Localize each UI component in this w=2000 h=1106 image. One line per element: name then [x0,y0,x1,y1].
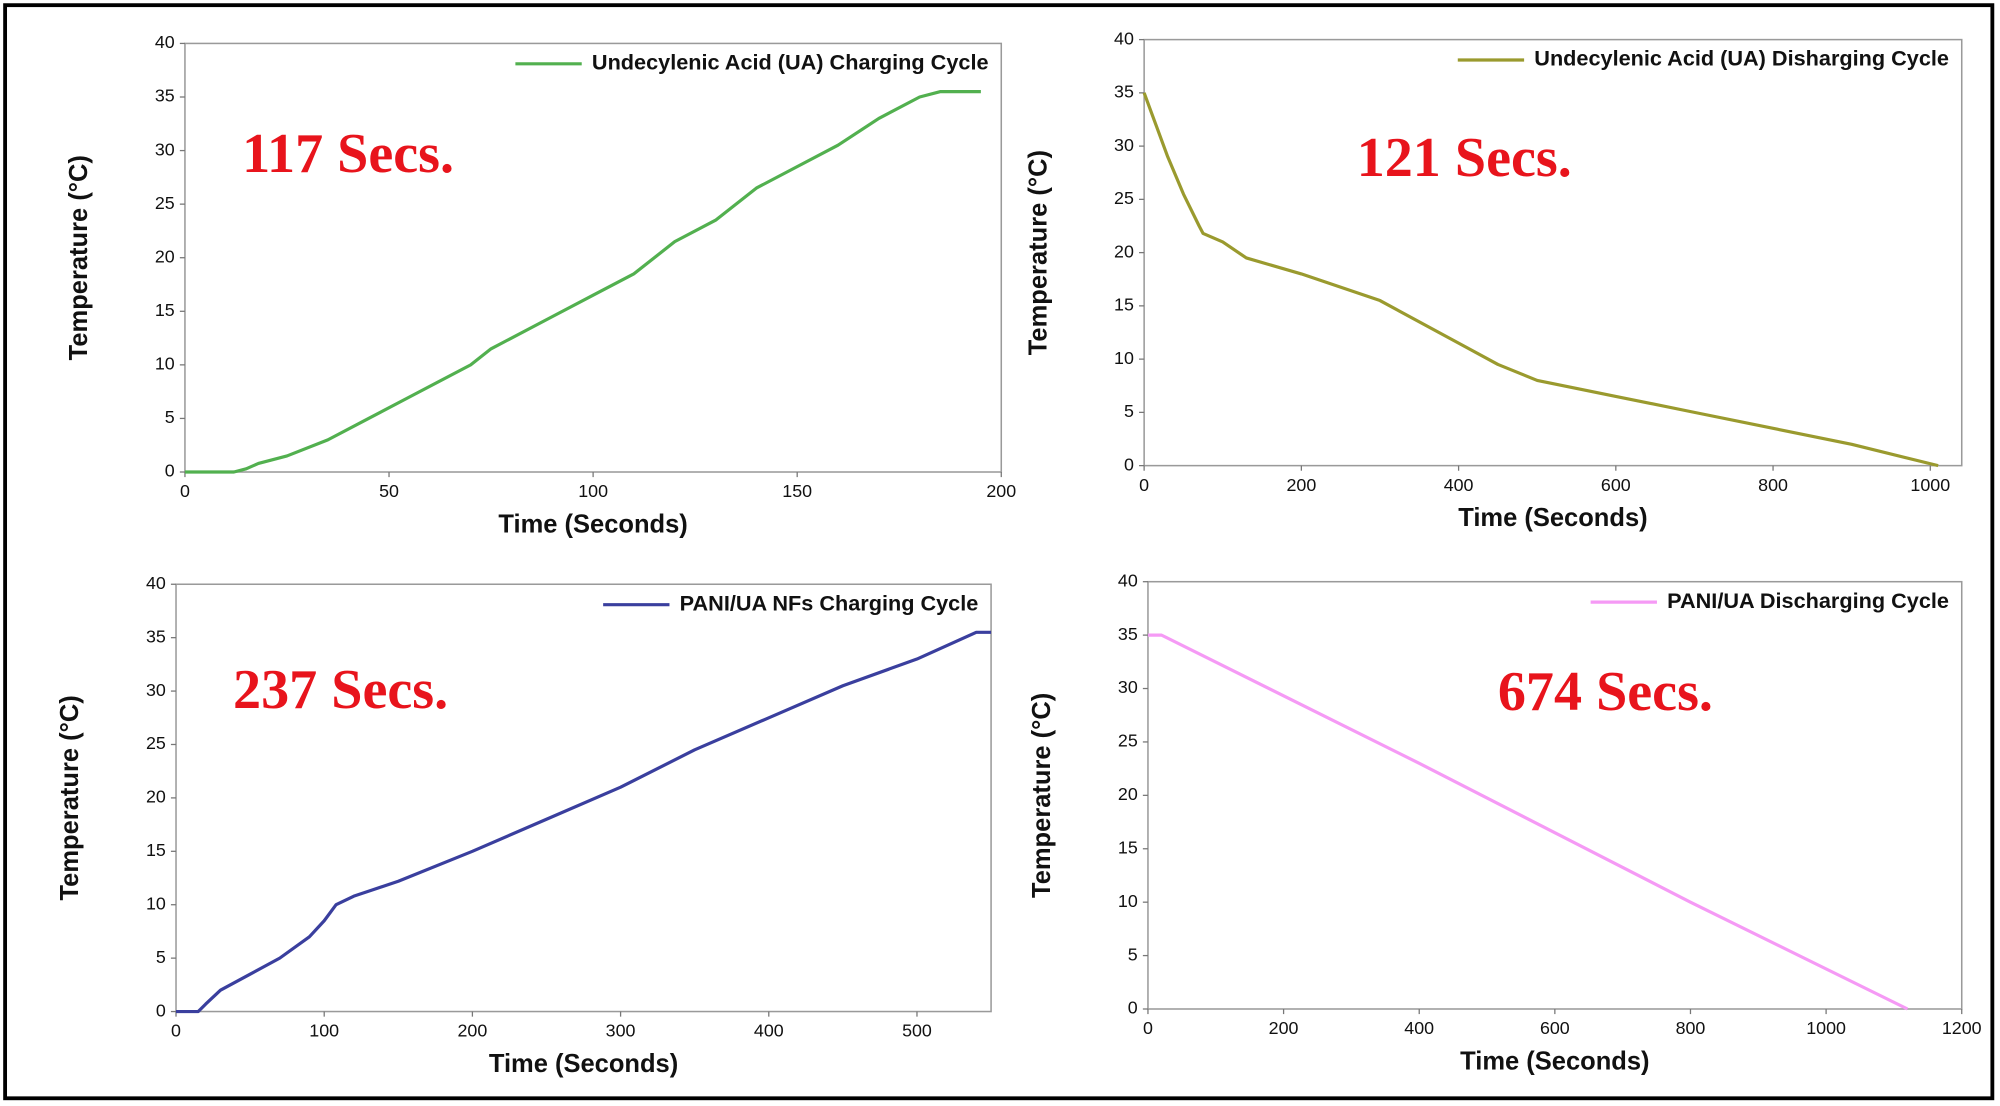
y-tick-label: 35 [1114,82,1134,102]
y-tick-label: 40 [146,573,166,593]
y-tick-label: 20 [155,246,175,266]
y-axis-label: Temperature (°C) [65,155,93,360]
x-tick-label: 400 [1404,1018,1434,1038]
x-tick-label: 150 [782,481,812,501]
y-tick-label: 40 [1118,570,1138,590]
y-tick-label: 20 [1118,784,1138,804]
y-axis-label: Temperature (°C) [56,695,84,900]
y-tick-label: 30 [1114,135,1134,155]
x-tick-label: 1000 [1910,475,1950,495]
y-tick-label: 35 [155,86,175,106]
x-tick-label: 200 [986,481,1016,501]
y-tick-label: 5 [1128,944,1138,964]
data-line [176,630,992,1014]
x-tick-label: 400 [1444,475,1474,495]
legend-label: Undecylenic Acid (UA) Disharging Cycle [1534,46,1949,71]
x-tick-label: 0 [1143,1018,1153,1038]
x-tick-label: 100 [309,1021,339,1041]
plot-area [175,583,992,1013]
y-tick-label: 15 [146,840,166,860]
y-tick-label: 40 [155,32,175,52]
y-tick-label: 10 [1114,348,1134,368]
x-tick-label: 0 [171,1021,181,1041]
x-tick-label: 400 [754,1021,784,1041]
annotation: 121 Secs. [1357,127,1572,189]
y-tick-label: 15 [1114,295,1134,315]
y-tick-label: 30 [146,680,166,700]
y-tick-label: 15 [1118,837,1138,857]
y-tick-label: 10 [1118,891,1138,911]
y-tick-label: 5 [156,947,166,967]
annotation: 117 Secs. [242,123,454,185]
y-tick-label: 5 [165,407,175,427]
plot-area [1147,580,1963,1010]
x-tick-label: 0 [1139,475,1149,495]
legend-label: PANI/UA Discharging Cycle [1667,588,1949,613]
plot-area [184,42,1003,473]
y-tick-label: 25 [155,193,175,213]
data-line [1142,92,1939,468]
y-tick-label: 0 [1128,998,1138,1018]
y-tick-label: 20 [146,787,166,807]
data-line [184,90,981,474]
y-axis-label: Temperature (°C) [1024,150,1052,355]
x-tick-label: 100 [578,481,608,501]
y-tick-label: 0 [1124,454,1134,474]
y-tick-label: 25 [1118,731,1138,751]
y-tick-label: 25 [146,733,166,753]
x-tick-label: 1000 [1806,1018,1846,1038]
y-tick-label: 5 [1124,401,1134,421]
x-tick-label: 500 [902,1021,932,1041]
annotation: 237 Secs. [233,659,448,721]
x-tick-label: 800 [1758,475,1788,495]
x-tick-label: 600 [1540,1018,1570,1038]
y-tick-label: 30 [1118,677,1138,697]
legend-label: Undecylenic Acid (UA) Charging Cycle [592,50,989,75]
x-tick-label: 200 [1286,475,1316,495]
y-tick-label: 20 [1114,241,1134,261]
x-axis-label: Time (Seconds) [1460,1047,1649,1075]
y-tick-label: 30 [155,139,175,159]
y-tick-label: 0 [165,461,175,481]
plot-area [1143,38,1963,467]
data-line [1147,633,1909,1011]
x-tick-label: 200 [1269,1018,1299,1038]
y-tick-label: 35 [1118,624,1138,644]
y-tick-label: 15 [155,300,175,320]
legend-label: PANI/UA NFs Charging Cycle [680,590,979,615]
x-tick-label: 800 [1676,1018,1706,1038]
x-axis-label: Time (Seconds) [498,510,687,538]
y-tick-label: 25 [1114,188,1134,208]
annotation: 674 Secs. [1498,661,1713,723]
x-tick-label: 1200 [1942,1018,1982,1038]
x-axis-label: Time (Seconds) [1458,504,1647,532]
x-tick-label: 600 [1601,475,1631,495]
y-axis-label: Temperature (°C) [1028,693,1056,898]
x-tick-label: 200 [458,1021,488,1041]
y-tick-label: 10 [146,893,166,913]
x-tick-label: 0 [180,481,190,501]
x-axis-label: Time (Seconds) [489,1050,678,1078]
x-tick-label: 50 [379,481,399,501]
x-tick-label: 300 [606,1021,636,1041]
y-tick-label: 40 [1114,28,1134,48]
y-tick-label: 0 [156,1000,166,1020]
y-tick-label: 10 [155,354,175,374]
y-tick-label: 35 [146,626,166,646]
